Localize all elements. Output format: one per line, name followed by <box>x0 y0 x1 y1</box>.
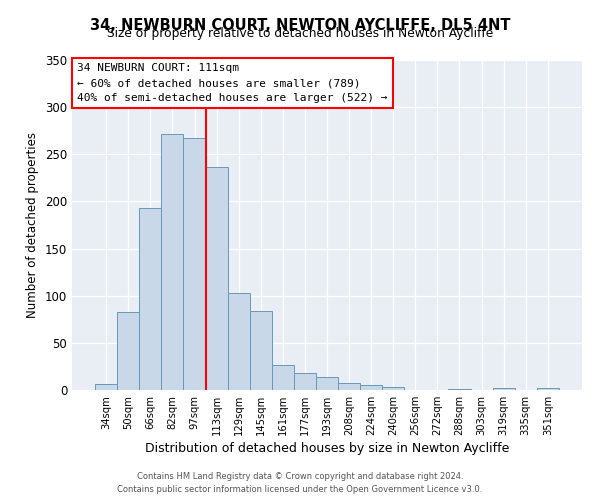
Bar <box>184 138 206 390</box>
Bar <box>227 293 250 390</box>
X-axis label: Distribution of detached houses by size in Newton Aycliffe: Distribution of detached houses by size … <box>145 442 509 455</box>
Bar <box>316 377 338 390</box>
Bar <box>250 311 272 390</box>
Bar <box>493 388 515 390</box>
Bar <box>448 389 470 390</box>
Text: 34, NEWBURN COURT, NEWTON AYCLIFFE, DL5 4NT: 34, NEWBURN COURT, NEWTON AYCLIFFE, DL5 … <box>90 18 510 32</box>
Text: 34 NEWBURN COURT: 111sqm
← 60% of detached houses are smaller (789)
40% of semi-: 34 NEWBURN COURT: 111sqm ← 60% of detach… <box>77 64 388 103</box>
Bar <box>382 387 404 390</box>
Bar <box>95 384 117 390</box>
Bar <box>161 134 184 390</box>
Bar <box>537 388 559 390</box>
Text: Contains HM Land Registry data © Crown copyright and database right 2024.
Contai: Contains HM Land Registry data © Crown c… <box>118 472 482 494</box>
Bar <box>360 386 382 390</box>
Bar <box>338 384 360 390</box>
Y-axis label: Number of detached properties: Number of detached properties <box>26 132 40 318</box>
Bar <box>139 208 161 390</box>
Bar <box>206 168 227 390</box>
Bar <box>294 373 316 390</box>
Text: Size of property relative to detached houses in Newton Aycliffe: Size of property relative to detached ho… <box>107 28 493 40</box>
Bar <box>117 312 139 390</box>
Bar <box>272 364 294 390</box>
